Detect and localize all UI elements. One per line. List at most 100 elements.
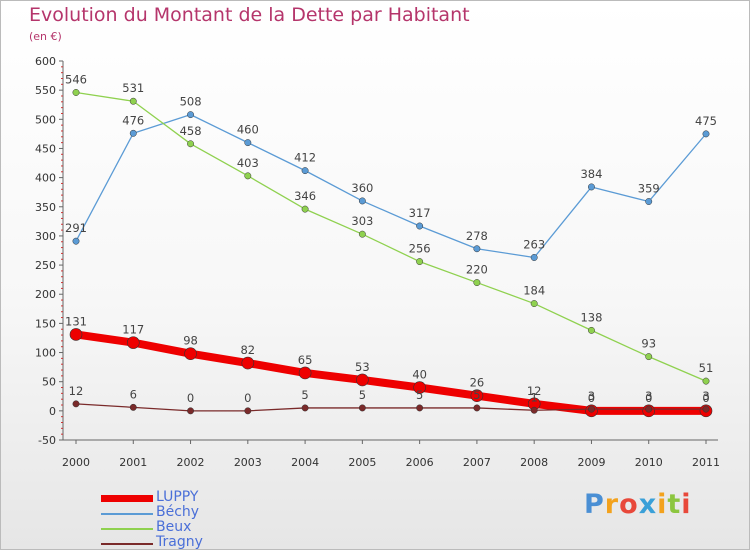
y-tick-label: 150: [35, 317, 56, 330]
data-point-luppy: [413, 381, 426, 394]
data-label-luppy: 98: [183, 334, 198, 348]
data-point-luppy: [184, 347, 197, 361]
data-label-tragny: 12: [69, 384, 84, 398]
data-label-beux: 346: [294, 189, 316, 203]
data-label-bchy: 263: [523, 237, 545, 251]
data-label-beux: 256: [409, 242, 431, 256]
data-point-beux: [72, 89, 80, 96]
data-label-tragny: 3: [645, 389, 652, 403]
data-label-beux: 303: [351, 214, 373, 228]
x-tick-label: 2006: [406, 456, 434, 469]
data-label-beux: 51: [699, 361, 714, 375]
data-point-beux: [588, 326, 595, 334]
data-label-luppy: 0: [702, 391, 709, 405]
x-tick-label: 2000: [62, 456, 90, 469]
y-tick-label: -50: [38, 434, 56, 447]
data-label-luppy: 0: [645, 391, 652, 405]
data-point-beux: [702, 377, 710, 385]
y-tick-label: 200: [35, 288, 56, 301]
data-label-tragny: 5: [359, 388, 366, 402]
data-label-beux: 93: [641, 337, 656, 351]
data-point-beux: [473, 279, 481, 287]
data-point-bchy: [416, 222, 424, 230]
data-point-beux: [129, 97, 137, 105]
data-point-bchy: [588, 183, 595, 191]
logo-letter: r: [604, 489, 620, 520]
y-tick-label: 400: [35, 172, 56, 185]
x-tick-label: 2002: [177, 456, 205, 469]
y-tick-label: 550: [35, 84, 56, 97]
series-line-tragny: [75, 403, 707, 412]
data-point-tragny: [129, 403, 137, 411]
y-tick-label: 250: [35, 259, 56, 272]
data-label-tragny: 3: [702, 389, 709, 403]
legend-swatch-beux: [101, 528, 153, 530]
legend-swatch-tragny: [101, 543, 153, 545]
data-point-bchy: [702, 130, 710, 138]
data-label-beux: 184: [523, 284, 545, 298]
data-point-beux: [416, 258, 424, 266]
data-point-tragny: [301, 404, 309, 412]
data-point-tragny: [645, 405, 653, 413]
data-point-tragny: [244, 407, 252, 415]
legend-swatch-bechy: [101, 513, 153, 515]
data-point-luppy: [69, 328, 83, 341]
y-tick-label: 100: [35, 347, 56, 360]
data-label-beux: 546: [65, 72, 87, 86]
x-tick-label: 2004: [291, 456, 319, 469]
data-label-beux: 531: [122, 81, 144, 95]
data-label-luppy: 40: [412, 368, 427, 382]
legend-item-tragny: Tragny: [101, 534, 261, 551]
data-point-luppy: [298, 366, 312, 380]
data-label-bchy: 278: [466, 229, 488, 243]
data-label-bchy: 360: [351, 181, 373, 195]
series-line-luppy: [72, 330, 710, 415]
data-label-tragny: 0: [244, 391, 251, 405]
data-label-tragny: 3: [588, 389, 595, 403]
data-label-luppy: 131: [65, 314, 87, 328]
proxiti-logo: Proxiti: [584, 489, 692, 520]
data-point-bchy: [187, 111, 194, 119]
data-point-beux: [645, 353, 653, 361]
data-label-bchy: 412: [294, 151, 316, 165]
logo-letter: x: [638, 489, 658, 520]
data-point-tragny: [416, 404, 424, 412]
data-label-tragny: 5: [416, 388, 423, 402]
data-label-bchy: 476: [122, 113, 144, 127]
legend-label-luppy: LUPPY: [156, 489, 199, 505]
x-tick-label: 2007: [463, 456, 491, 469]
legend-item-bechy: Béchy: [101, 504, 261, 521]
data-point-tragny: [72, 400, 80, 408]
data-label-tragny: 1: [531, 390, 538, 404]
data-point-bchy: [358, 197, 366, 205]
data-point-bchy: [645, 198, 653, 205]
x-tick-label: 2001: [119, 456, 147, 469]
data-label-beux: 458: [180, 124, 202, 138]
data-label-bchy: 384: [580, 167, 602, 181]
data-point-luppy: [241, 356, 255, 370]
data-point-beux: [301, 205, 309, 213]
data-point-tragny: [187, 407, 194, 415]
legend-item-beux: Beux: [101, 519, 261, 536]
data-point-bchy: [72, 237, 80, 245]
y-tick-label: 50: [42, 376, 56, 389]
data-label-tragny: 0: [187, 391, 194, 405]
data-point-bchy: [301, 167, 309, 175]
data-label-bchy: 317: [409, 206, 431, 220]
series-line-beux: [75, 91, 707, 382]
data-label-tragny: 5: [473, 388, 480, 402]
legend-label-beux: Beux: [156, 519, 192, 535]
data-point-tragny: [473, 404, 481, 412]
chart-title: Evolution du Montant de la Dette par Hab…: [29, 4, 470, 26]
data-label-luppy: 65: [298, 353, 313, 367]
legend-swatch-luppy: [101, 495, 153, 502]
y-tick-label: 600: [35, 55, 56, 68]
data-point-tragny: [358, 404, 366, 412]
data-label-luppy: 12: [527, 384, 542, 398]
x-tick-label: 2009: [577, 456, 605, 469]
y-tick-label: 450: [35, 142, 56, 155]
x-tick-label: 2008: [520, 456, 548, 469]
data-point-beux: [244, 172, 252, 180]
data-point-luppy: [126, 336, 140, 349]
